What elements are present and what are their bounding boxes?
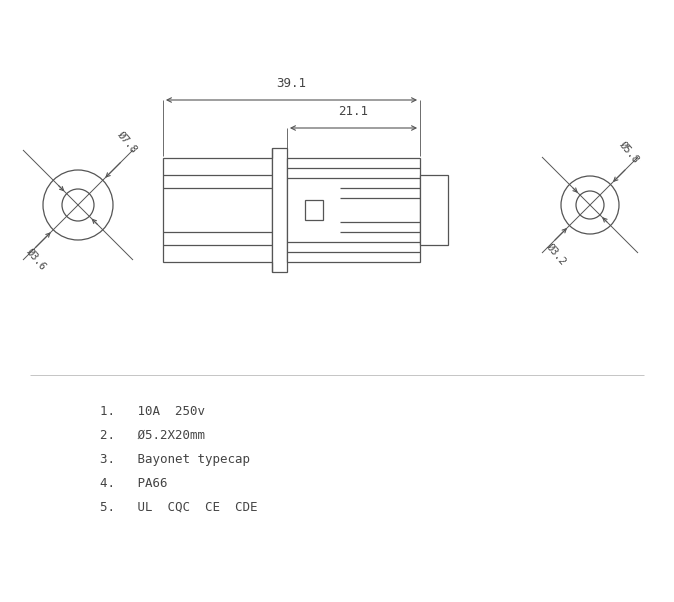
Text: Ø3.2: Ø3.2 bbox=[545, 242, 568, 268]
Text: 4.   PA66: 4. PA66 bbox=[100, 477, 168, 490]
Text: 5.   UL  CQC  CE  CDE: 5. UL CQC CE CDE bbox=[100, 501, 257, 514]
Text: 3.   Bayonet typecap: 3. Bayonet typecap bbox=[100, 453, 250, 466]
Bar bbox=[420, 175, 448, 245]
Bar bbox=[272, 148, 287, 272]
Bar bbox=[287, 158, 420, 262]
Bar bbox=[163, 158, 272, 262]
Text: Ø5.8: Ø5.8 bbox=[618, 140, 642, 166]
Text: 2.   Ø5.2X20mm: 2. Ø5.2X20mm bbox=[100, 429, 205, 442]
Text: 21.1: 21.1 bbox=[338, 105, 369, 118]
Text: 1.   10A  250v: 1. 10A 250v bbox=[100, 405, 205, 418]
Text: 39.1: 39.1 bbox=[276, 77, 307, 90]
Bar bbox=[305, 200, 323, 220]
Text: Ø7.8: Ø7.8 bbox=[116, 130, 140, 156]
Text: Ø3.6: Ø3.6 bbox=[24, 247, 48, 273]
